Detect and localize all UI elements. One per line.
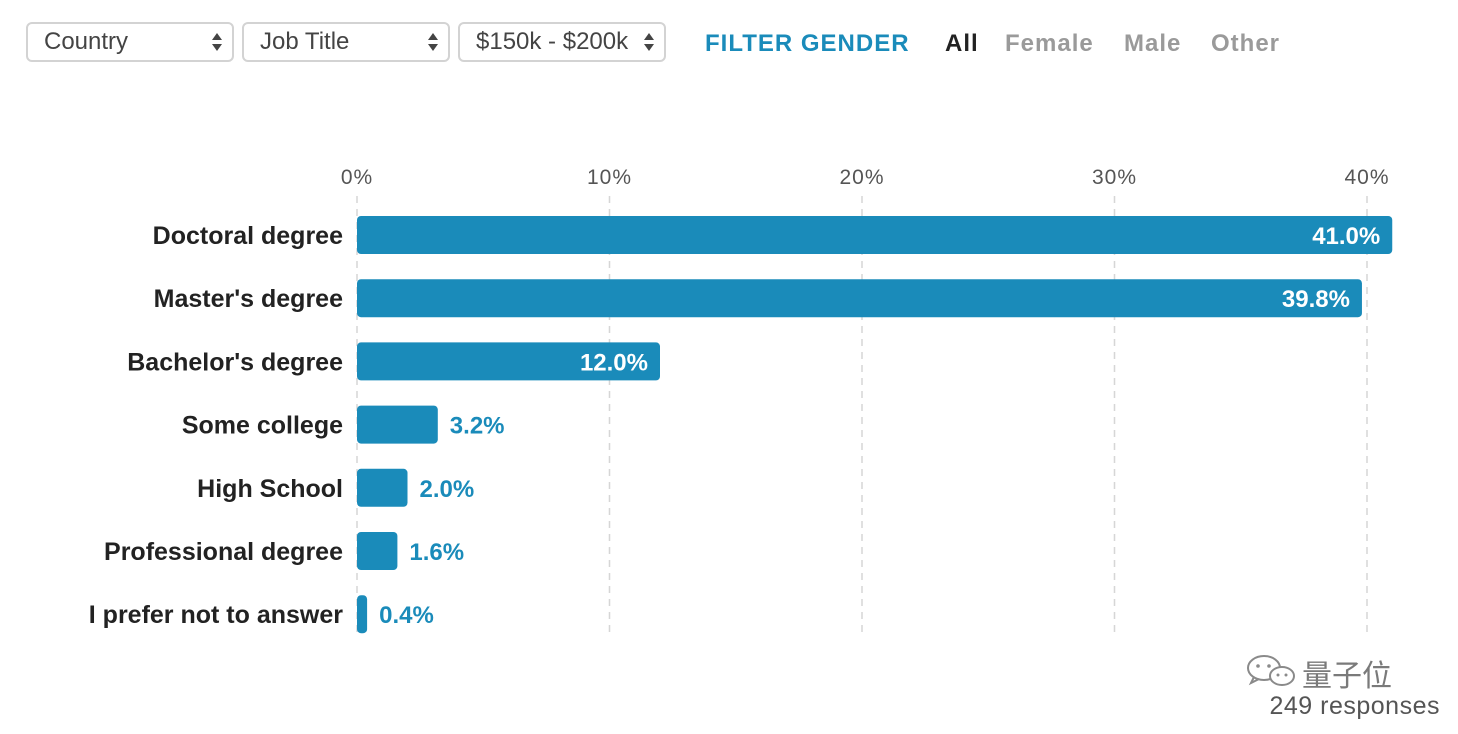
bar <box>357 532 398 570</box>
category-label: Professional degree <box>104 538 343 566</box>
filter-gender-title: FILTER GENDER <box>705 30 910 57</box>
bar <box>357 468 408 507</box>
value-label: 41.0% <box>1312 223 1380 250</box>
gender-option-other[interactable]: Other <box>1211 30 1281 57</box>
value-label: 0.4% <box>379 602 434 629</box>
value-label: 39.8% <box>1282 286 1350 313</box>
category-label: Doctoral degree <box>153 222 343 250</box>
category-label: Some college <box>182 412 343 440</box>
job-title-select-value: Job Title <box>260 28 350 55</box>
category-label: High School <box>197 475 343 503</box>
x-tick-label: 0% <box>341 166 373 189</box>
x-tick-label: 40% <box>1344 166 1389 189</box>
wechat-icon <box>1247 655 1295 686</box>
bar <box>357 595 368 634</box>
category-label: Master's degree <box>154 285 343 313</box>
gridlines <box>356 196 1368 632</box>
up-down-arrows-icon <box>428 33 438 51</box>
bar <box>357 279 1362 318</box>
salary-select-value: $150k - $200k <box>476 28 629 55</box>
x-tick-label: 20% <box>839 166 884 189</box>
country-select-value: Country <box>44 28 129 55</box>
bar <box>357 216 1393 254</box>
salary-select[interactable]: $150k - $200k <box>458 22 666 62</box>
x-tick-label: 30% <box>1092 166 1137 189</box>
category-label: I prefer not to answer <box>89 601 343 629</box>
up-down-arrows-icon <box>212 33 222 51</box>
value-label: 2.0% <box>420 476 475 503</box>
x-axis-ticks: 0% 10% 20% 30% 40% <box>341 166 1389 189</box>
value-label: 12.0% <box>580 349 648 376</box>
category-label: Bachelor's degree <box>127 348 343 376</box>
job-title-select[interactable]: Job Title <box>242 22 450 62</box>
watermark-text: 量子位 <box>1302 659 1392 694</box>
gender-option-male[interactable]: Male <box>1124 30 1182 57</box>
bar <box>357 342 660 381</box>
labels: Doctoral degree 41.0% Master's degree 39.8%… <box>89 222 1380 629</box>
gender-option-all[interactable]: All <box>945 30 979 57</box>
bars <box>357 216 1393 634</box>
gender-option-female[interactable]: Female <box>1005 30 1094 57</box>
country-select[interactable]: Country <box>26 22 234 62</box>
value-label: 3.2% <box>450 413 505 440</box>
responses-count: 249 responses <box>1269 692 1440 720</box>
value-label: 1.6% <box>409 539 464 566</box>
x-tick-label: 10% <box>587 166 632 189</box>
up-down-arrows-icon <box>644 33 654 51</box>
bar <box>357 405 438 444</box>
